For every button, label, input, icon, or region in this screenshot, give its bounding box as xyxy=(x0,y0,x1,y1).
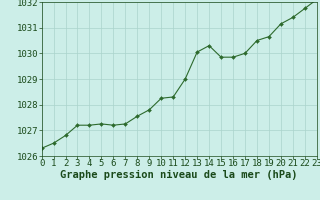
X-axis label: Graphe pression niveau de la mer (hPa): Graphe pression niveau de la mer (hPa) xyxy=(60,170,298,180)
